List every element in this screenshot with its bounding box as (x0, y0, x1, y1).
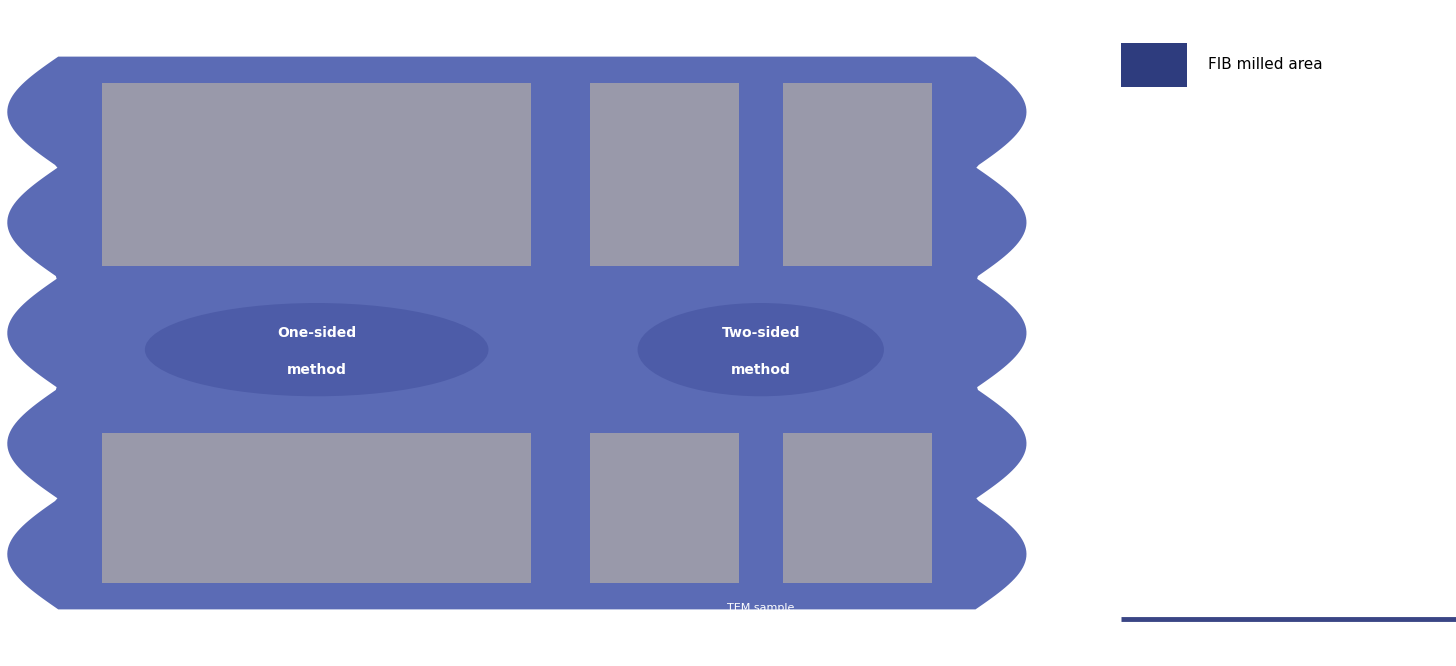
Ellipse shape (638, 303, 884, 396)
Text: method: method (731, 362, 791, 377)
Bar (1121, 43, 1187, 87)
Bar (102, 83, 531, 266)
Bar (590, 83, 738, 266)
Ellipse shape (144, 303, 488, 396)
Bar (783, 433, 932, 583)
Bar (590, 433, 738, 583)
Text: One-sided: One-sided (277, 326, 357, 340)
Text: TEM sample: TEM sample (727, 603, 795, 613)
Text: Two-sided: Two-sided (722, 326, 799, 340)
Bar (102, 433, 531, 583)
Bar (783, 83, 932, 266)
Text: FIB milled area: FIB milled area (1208, 57, 1324, 73)
Polygon shape (7, 57, 1026, 609)
Text: method: method (287, 362, 347, 377)
